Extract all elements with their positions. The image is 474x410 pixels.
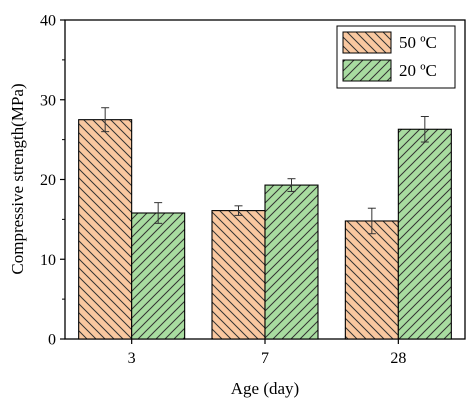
y-tick-label: 20: [40, 172, 56, 189]
legend-label: 20 ºC: [399, 61, 437, 80]
y-tick-label: 40: [40, 13, 56, 30]
bar-hatch: [264, 184, 319, 340]
x-tick-label: 7: [261, 350, 269, 367]
y-tick-label: 10: [40, 252, 56, 269]
bar-hatch: [344, 220, 399, 340]
bar-hatch: [211, 210, 266, 340]
x-tick-label: 28: [390, 350, 406, 367]
bar-hatch: [78, 119, 133, 340]
legend-label: 50 ºC: [399, 33, 437, 52]
bars: [78, 107, 452, 340]
legend-swatch-hatch: [342, 59, 392, 82]
x-axis-title: Age (day): [231, 379, 299, 398]
legend-swatch-hatch: [342, 31, 392, 54]
legend: 50 ºC 20 ºC: [336, 25, 456, 89]
y-tick-label: 0: [48, 332, 56, 349]
x-tick-label: 3: [128, 350, 136, 367]
y-tick-label: 30: [40, 92, 56, 109]
bar-hatch: [131, 212, 186, 340]
y-axis-title: Compressive strength(MPa): [8, 83, 27, 274]
axes: 0 10 20 30 40 3 7 28: [40, 13, 406, 368]
bar-hatch: [397, 128, 452, 340]
